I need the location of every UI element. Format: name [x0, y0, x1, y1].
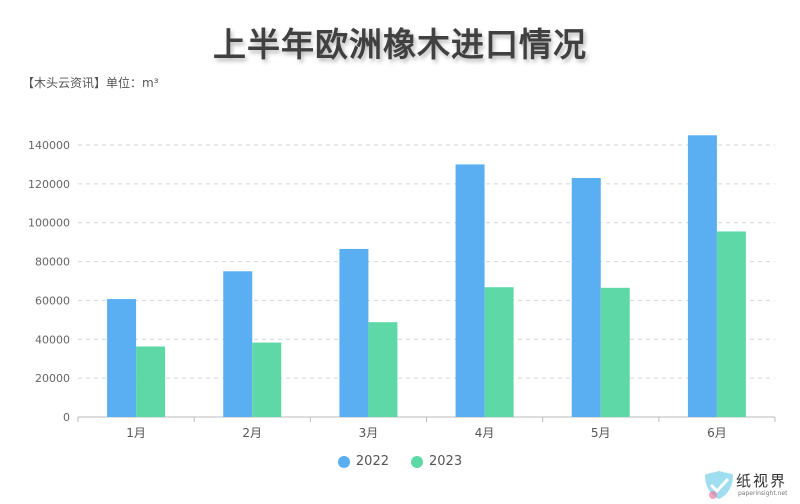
y-tick-label: 0 [63, 411, 70, 424]
bar-2023-5 [600, 287, 630, 417]
y-tick-label: 40000 [35, 333, 70, 346]
legend-swatch-2022 [337, 455, 350, 468]
legend-item-2022[interactable]: 2022 [337, 454, 389, 469]
bar-2023-1 [136, 346, 166, 417]
chart-source-note: 【木头云资讯】单位：m³ [22, 76, 159, 90]
chart-title: 上半年欧洲橡木进口情况 [213, 25, 587, 64]
watermark-subtext: paperinsight.net [738, 490, 788, 497]
bar-2022-6 [687, 135, 717, 418]
y-tick-label: 140000 [28, 139, 70, 152]
bar-2023-2 [252, 342, 282, 417]
x-tick-label: 4月 [475, 426, 495, 440]
bar-2022-3 [339, 248, 369, 417]
legend-item-2023[interactable]: 2023 [411, 454, 462, 469]
x-tick-label: 6月 [707, 426, 727, 440]
bar-2023-3 [368, 322, 398, 417]
x-tick-label: 5月 [591, 426, 611, 440]
chart-legend: 2022 2023 [0, 454, 800, 469]
bar-2022-2 [223, 271, 253, 417]
paper-shield-icon [705, 471, 733, 499]
bar-2023-4 [484, 287, 514, 417]
y-tick-label: 100000 [28, 217, 70, 230]
y-tick-label: 80000 [35, 256, 70, 269]
bar-2022-1 [107, 299, 137, 417]
y-tick-label: 60000 [35, 294, 70, 307]
bar-2022-5 [571, 178, 601, 417]
legend-label-2023: 2023 [429, 454, 463, 469]
bar-2023-6 [716, 231, 746, 417]
x-tick-label: 3月 [359, 426, 379, 440]
x-tick-label: 1月 [126, 426, 146, 440]
y-tick-label: 120000 [28, 178, 70, 191]
y-tick-label: 20000 [35, 372, 70, 385]
x-tick-label: 2月 [242, 426, 262, 440]
legend-swatch-2023 [411, 455, 423, 468]
bar-2022-4 [455, 164, 485, 417]
watermark-text: 纸视界 [736, 472, 788, 490]
watermark-logo: 纸视界 paperinsight.net [700, 468, 800, 504]
legend-label-2022: 2022 [355, 454, 389, 469]
